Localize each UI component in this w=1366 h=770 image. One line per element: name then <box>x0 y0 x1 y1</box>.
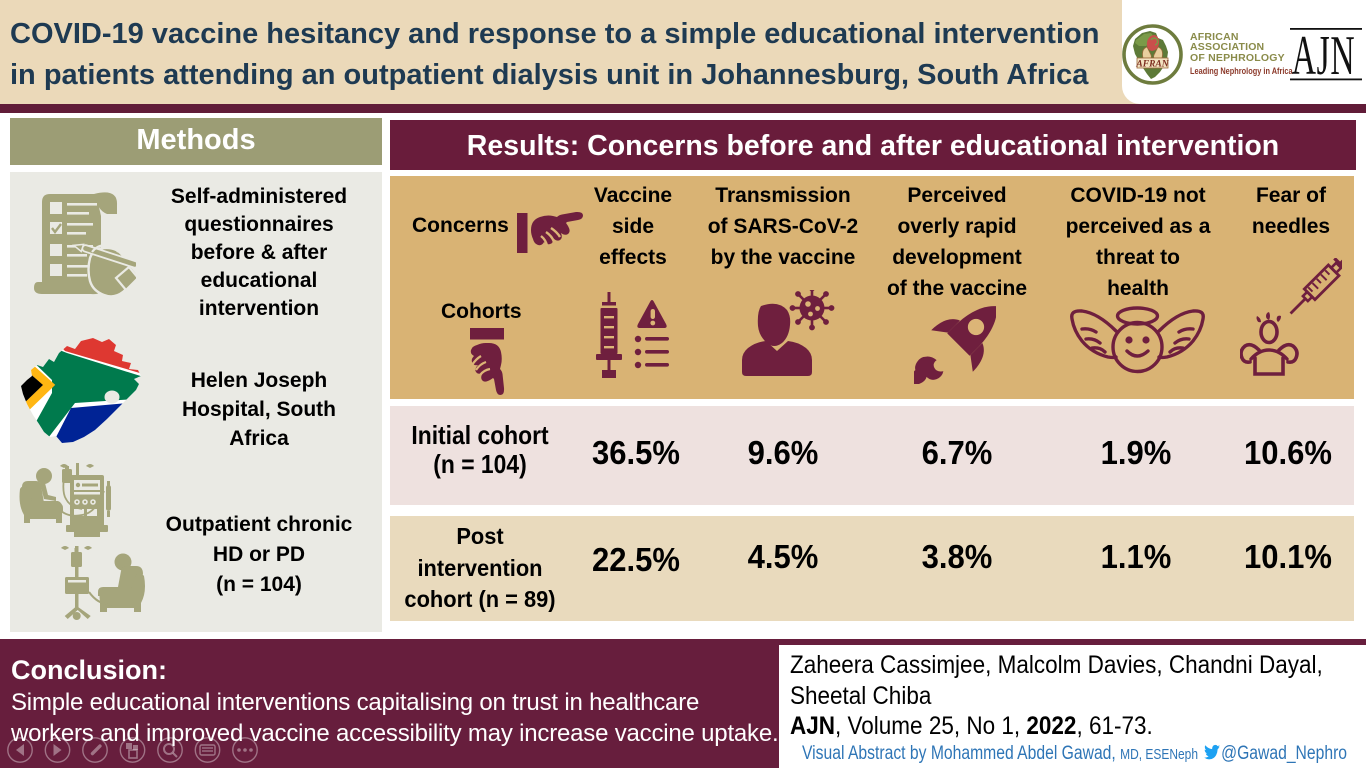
svg-text:AFRAN: AFRAN <box>1135 60 1169 70</box>
svg-text:AJN: AJN <box>1292 28 1355 82</box>
